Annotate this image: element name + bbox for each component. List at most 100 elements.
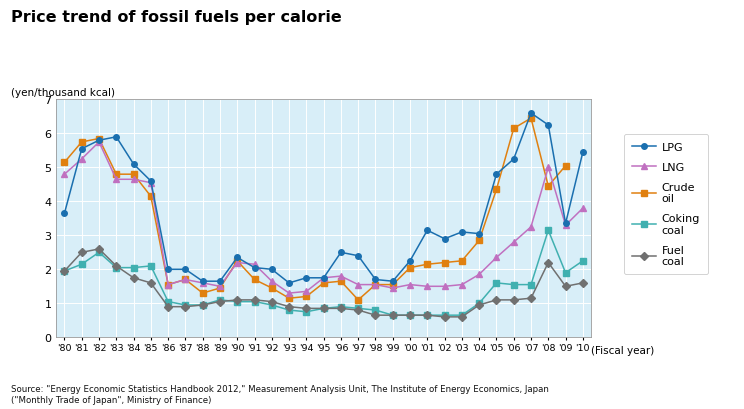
Coking
coal: [285, 308, 294, 313]
Fuel
coal: [458, 315, 466, 319]
LPG: [267, 267, 276, 272]
LPG: [233, 255, 242, 260]
LNG: [475, 272, 484, 277]
Coking
coal: [181, 303, 190, 308]
LNG: [544, 166, 553, 171]
Coking
coal: [216, 298, 225, 303]
LPG: [509, 157, 518, 162]
LNG: [336, 274, 345, 279]
Crude
oil: [492, 188, 501, 193]
LNG: [353, 283, 362, 288]
LPG: [181, 267, 190, 272]
Fuel
coal: [112, 264, 121, 269]
Fuel
coal: [60, 269, 69, 274]
Coking
coal: [527, 283, 536, 288]
Fuel
coal: [336, 306, 345, 311]
LNG: [60, 172, 69, 177]
Text: (Fiscal year): (Fiscal year): [591, 346, 655, 355]
LNG: [198, 281, 207, 285]
Crude
oil: [527, 117, 536, 121]
LNG: [285, 291, 294, 296]
LPG: [440, 237, 449, 242]
Crude
oil: [458, 259, 466, 264]
Text: Price trend of fossil fuels per calorie: Price trend of fossil fuels per calorie: [11, 10, 342, 25]
LPG: [285, 281, 294, 285]
Line: Fuel
coal: Fuel coal: [62, 247, 586, 320]
Coking
coal: [129, 265, 138, 270]
LNG: [181, 277, 190, 282]
Crude
oil: [336, 279, 345, 284]
Fuel
coal: [233, 298, 242, 303]
LPG: [405, 259, 414, 264]
LPG: [388, 279, 397, 284]
Coking
coal: [475, 301, 484, 306]
Line: LNG: LNG: [62, 140, 586, 296]
Fuel
coal: [94, 247, 103, 252]
Fuel
coal: [267, 299, 276, 304]
LPG: [147, 179, 155, 184]
Coking
coal: [250, 299, 259, 304]
LNG: [319, 276, 328, 281]
LNG: [94, 140, 103, 145]
Coking
coal: [336, 304, 345, 309]
Coking
coal: [302, 310, 311, 315]
LPG: [353, 254, 362, 258]
Crude
oil: [509, 126, 518, 131]
Fuel
coal: [440, 315, 449, 319]
LPG: [198, 279, 207, 284]
LPG: [129, 162, 138, 167]
Fuel
coal: [319, 306, 328, 311]
Fuel
coal: [216, 299, 225, 304]
Coking
coal: [509, 283, 518, 288]
LPG: [527, 111, 536, 116]
LNG: [250, 262, 259, 267]
Crude
oil: [94, 137, 103, 142]
Fuel
coal: [561, 284, 570, 289]
Coking
coal: [164, 299, 173, 304]
Coking
coal: [458, 313, 466, 318]
LPG: [578, 150, 587, 155]
LPG: [423, 228, 432, 233]
Coking
coal: [423, 313, 432, 318]
Line: LPG: LPG: [62, 111, 586, 286]
Fuel
coal: [164, 304, 173, 309]
LPG: [319, 276, 328, 281]
Coking
coal: [371, 308, 380, 313]
LPG: [77, 147, 86, 152]
Crude
oil: [60, 160, 69, 165]
Fuel
coal: [198, 303, 207, 308]
LPG: [216, 279, 225, 284]
Fuel
coal: [285, 304, 294, 309]
LNG: [509, 240, 518, 245]
Fuel
coal: [147, 281, 155, 285]
Text: Source: "Energy Economic Statistics Handbook 2012," Measurement Analysis Unit, T: Source: "Energy Economic Statistics Hand…: [11, 384, 549, 404]
Fuel
coal: [578, 281, 587, 285]
LPG: [371, 277, 380, 282]
Coking
coal: [492, 281, 501, 285]
Coking
coal: [353, 306, 362, 311]
Coking
coal: [578, 259, 587, 264]
LNG: [578, 206, 587, 211]
LNG: [267, 279, 276, 284]
Crude
oil: [147, 194, 155, 199]
LNG: [147, 181, 155, 186]
Coking
coal: [405, 313, 414, 318]
Fuel
coal: [302, 306, 311, 311]
Fuel
coal: [371, 313, 380, 318]
Coking
coal: [233, 299, 242, 304]
Crude
oil: [405, 265, 414, 270]
LNG: [302, 289, 311, 294]
LNG: [405, 283, 414, 288]
LPG: [336, 250, 345, 255]
LNG: [129, 178, 138, 182]
Crude
oil: [129, 172, 138, 177]
Coking
coal: [77, 262, 86, 267]
LNG: [164, 283, 173, 288]
Crude
oil: [388, 283, 397, 288]
Fuel
coal: [475, 303, 484, 308]
LPG: [475, 231, 484, 236]
Line: Crude
oil: Crude oil: [62, 116, 568, 303]
Fuel
coal: [129, 276, 138, 281]
Crude
oil: [423, 262, 432, 267]
Crude
oil: [216, 286, 225, 291]
